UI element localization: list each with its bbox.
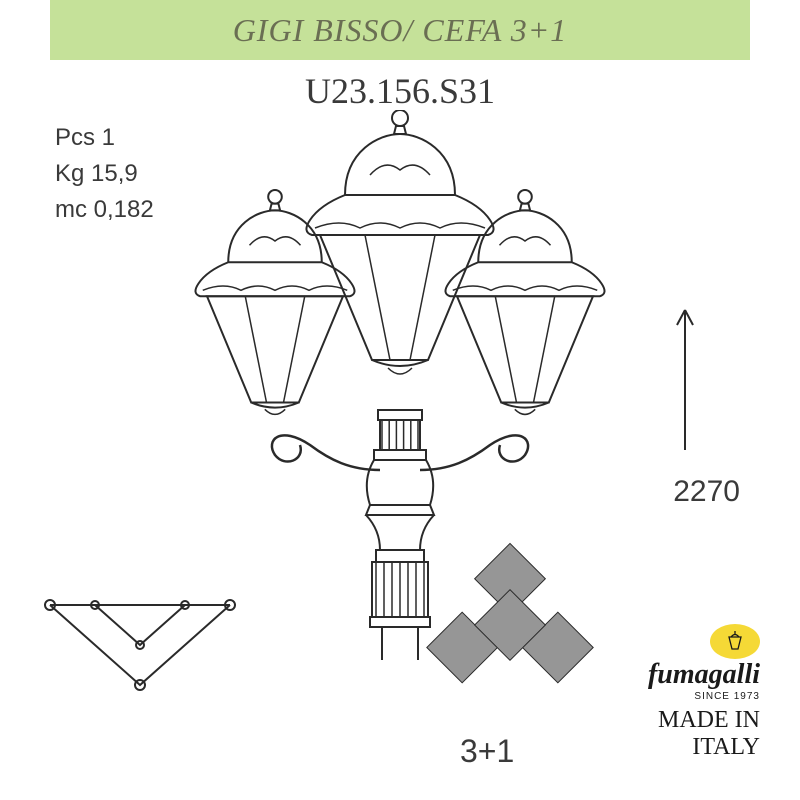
title-banner: GIGI BISSO/ CEFA 3+1 [50, 0, 750, 60]
height-arrow-icon [670, 300, 700, 450]
brand-oval-icon [710, 624, 760, 659]
brand-since: SINCE 1973 [648, 691, 760, 702]
mount-diagram [40, 590, 240, 700]
spec-mc: mc 0,182 [55, 192, 154, 228]
spec-block: Pcs 1 Kg 15,9 mc 0,182 [55, 120, 154, 228]
config-label: 3+1 [460, 733, 514, 770]
made-in: MADE IN ITALY [648, 707, 760, 760]
spec-pcs: Pcs 1 [55, 120, 154, 156]
brand-name: fumagalli [648, 659, 760, 691]
spec-kg: Kg 15,9 [55, 156, 154, 192]
brand-block: fumagalli SINCE 1973 MADE IN ITALY [648, 624, 760, 760]
config-diagram [410, 520, 610, 720]
height-value: 2270 [673, 475, 740, 509]
sku-code: U23.156.S31 [0, 70, 800, 112]
